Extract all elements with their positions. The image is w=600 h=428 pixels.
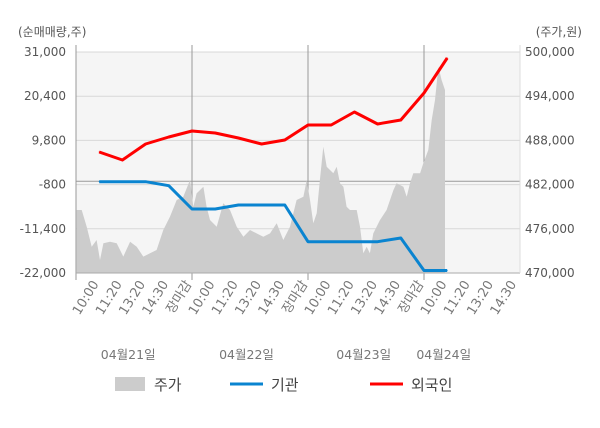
foreign-line-point (261, 143, 263, 145)
right-tick-label: 488,000 (525, 133, 575, 147)
left-axis-title: (순매매량,주) (18, 25, 86, 39)
foreign-line-point (400, 119, 402, 121)
institution-line-point (330, 241, 332, 243)
institution-line-point (284, 204, 286, 206)
right-tick-label: 482,000 (525, 178, 575, 192)
foreign-line-point (446, 57, 448, 59)
date-label: 04월24일 (416, 347, 471, 362)
institution-line-point (261, 204, 263, 206)
foreign-line-point (353, 111, 355, 113)
institution-line-point (98, 181, 100, 183)
foreign-line-point (307, 124, 309, 126)
price-area (76, 66, 446, 273)
foreign-line-point (145, 143, 147, 145)
institution-line-point (191, 208, 193, 210)
institution-line-point (145, 181, 147, 183)
date-label: 04월21일 (101, 347, 156, 362)
right-tick-label: 470,000 (525, 266, 575, 280)
institution-line-point (400, 237, 402, 239)
foreign-line-point (377, 123, 379, 125)
legend-foreign-label: 외국인 (411, 376, 452, 394)
left-tick-label: -22,000 (20, 266, 66, 280)
institution-line-point (237, 204, 239, 206)
left-tick-label: 20,400 (24, 89, 66, 103)
institution-line-point (446, 269, 448, 271)
legend-price-label: 주가 (154, 376, 182, 394)
foreign-line-point (423, 92, 425, 94)
date-label: 04월23일 (336, 347, 391, 362)
left-tick-label: -800 (39, 178, 66, 192)
institution-line-point (377, 241, 379, 243)
foreign-line-point (98, 151, 100, 153)
institution-line-point (121, 181, 123, 183)
right-tick-label: 494,000 (525, 89, 575, 103)
left-tick-label: 9,800 (32, 133, 66, 147)
legend-price-swatch (115, 377, 145, 391)
institution-line-point (168, 185, 170, 187)
right-axis-title: (주가,원) (536, 25, 582, 39)
foreign-line (98, 57, 449, 162)
foreign-line-point (168, 136, 170, 138)
foreign-line-point (121, 159, 123, 161)
legend-institution-label: 기관 (271, 376, 299, 394)
foreign-line-point (237, 137, 239, 139)
right-tick-label: 500,000 (525, 45, 575, 59)
date-label: 04월22일 (219, 347, 274, 362)
institution-line-point (214, 208, 216, 210)
left-tick-label: -11,400 (20, 222, 66, 236)
foreign-line-point (191, 130, 193, 132)
left-tick-label: 31,000 (24, 45, 66, 59)
foreign-line-point (330, 124, 332, 126)
institution-line-point (307, 241, 309, 243)
legend: 주가 기관 외국인 (115, 376, 452, 394)
institution-line (99, 180, 448, 272)
foreign-line-point (214, 132, 216, 134)
foreign-line-point (284, 139, 286, 141)
right-tick-label: 476,000 (525, 222, 575, 236)
institution-line-point (423, 269, 425, 271)
institution-line-point (353, 241, 355, 243)
